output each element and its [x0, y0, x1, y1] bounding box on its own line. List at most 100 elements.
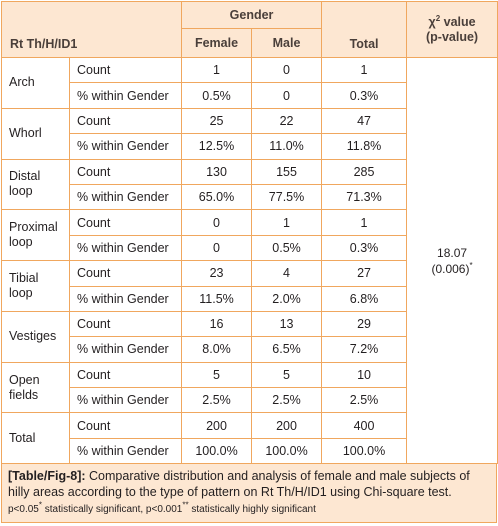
group-label: Open fields — [1, 361, 70, 414]
group-label-line: Total — [9, 430, 36, 445]
table-cell: 5 — [251, 361, 323, 389]
stat-label-pct: % within Gender — [68, 437, 183, 465]
table-cell: 8.0% — [181, 336, 253, 363]
table-cell: 47 — [321, 107, 408, 135]
table-row: % within Gender 12.5% 11.0% 11.8% — [2, 133, 498, 160]
group-label: Proximal loop — [1, 209, 70, 262]
table-cell: 16 — [181, 310, 253, 338]
chi-p-header: (p-value) — [425, 29, 479, 44]
table-cell: 10 — [321, 361, 408, 389]
table-row: Distal loop Count 130 155 285 — [1, 158, 498, 211]
table-cell: 11.0% — [251, 133, 323, 160]
table-cell: 2.5% — [321, 387, 408, 414]
table-cell: 100.0% — [251, 437, 323, 465]
stat-label-pct: % within Gender — [68, 82, 183, 109]
group-label-line: Whorl — [9, 126, 42, 141]
group-label-line: loop — [9, 184, 33, 199]
group-label: Total — [1, 412, 70, 465]
table-row: Total Count 200 200 400 — [1, 412, 498, 465]
group-label-line: Vestiges — [9, 329, 57, 344]
chi-value-word: value — [440, 14, 476, 29]
table-cell: 11.5% — [181, 285, 253, 312]
group-label-line: Arch — [9, 75, 35, 90]
group-label-line: Proximal — [9, 220, 58, 235]
stat-label-pct: % within Gender — [68, 285, 183, 312]
table-cell: 200 — [181, 412, 253, 439]
stat-label-pct: % within Gender — [68, 234, 183, 262]
chi-header: χ2 value (p-value) — [406, 1, 498, 58]
table-cell: 2.0% — [251, 285, 323, 312]
table-cell: 6.8% — [321, 285, 408, 312]
caption-label: [Table/Fig-8]: — [8, 469, 86, 484]
table-cell: 1 — [181, 56, 253, 84]
table-cell: 0 — [181, 209, 253, 236]
table-cell: 400 — [321, 412, 408, 439]
group-label-line: Open — [9, 372, 40, 387]
table-cell: 71.3% — [321, 183, 408, 211]
table-cell: 0.5% — [181, 82, 253, 109]
table-caption: [Table/Fig-8]: Comparative distribution … — [1, 464, 497, 524]
stat-label-count: Count — [68, 412, 183, 439]
stat-label-count: Count — [68, 310, 183, 338]
stat-label-count: Count — [68, 56, 183, 84]
chi-square-value: 18.07 — [437, 245, 468, 260]
table-cell: 65.0% — [181, 183, 253, 211]
table-cell: 130 — [181, 158, 253, 185]
table-cell: 12.5% — [181, 133, 253, 160]
stat-label-count: Count — [68, 361, 183, 389]
table-row: % within Gender 8.0% 6.5% 7.2% — [2, 336, 498, 363]
group-label: Vestiges — [1, 310, 70, 363]
table-cell: 0 — [251, 82, 323, 109]
table-cell: 100.0% — [321, 437, 408, 465]
table-cell: 13 — [251, 310, 323, 338]
table-cell: 1 — [251, 209, 323, 236]
group-label: Arch — [1, 57, 70, 109]
table-row: % within Gender 11.5% 2.0% 6.8% — [2, 285, 498, 312]
group-label-line: fields — [9, 387, 39, 402]
table-row: % within Gender 2.5% 2.5% 2.5% — [2, 387, 498, 414]
significance-mark: * — [469, 260, 473, 270]
table-cell: 155 — [251, 158, 323, 185]
group-label-line: Tibial — [9, 271, 39, 286]
table-row: Whorl Count 25 22 47 — [1, 107, 498, 160]
total-header: Total — [321, 1, 408, 58]
group-label-line: loop — [9, 286, 33, 301]
stat-label-count: Count — [68, 107, 183, 135]
p-value: (0.006) — [431, 261, 470, 276]
table-cell: 29 — [321, 310, 408, 338]
table-row: % within Gender 65.0% 77.5% 71.3% — [2, 183, 498, 211]
table-cell: 2.5% — [181, 387, 253, 414]
table-cell: 285 — [321, 158, 408, 185]
caption-text: Comparative distribution and analysis of… — [8, 469, 470, 500]
table-row: Proximal loop Count 0 1 1 — [1, 209, 498, 262]
table-cell: 7.2% — [321, 336, 408, 363]
stat-label-count: Count — [68, 209, 183, 236]
chi-symbol: χ — [428, 14, 436, 29]
group-label-line: loop — [9, 235, 33, 250]
table-cell: 5 — [181, 361, 253, 389]
table-cell: 0 — [181, 234, 253, 262]
stat-label-pct: % within Gender — [68, 387, 183, 414]
table-cell: 4 — [251, 260, 323, 287]
table-cell: 2.5% — [251, 387, 323, 414]
table-cell: 100.0% — [181, 437, 253, 465]
table-cell: 27 — [321, 260, 408, 287]
table-cell: 0.5% — [251, 234, 323, 262]
group-label-line: Distal — [9, 169, 41, 184]
stat-label-count: Count — [68, 260, 183, 287]
chi-square-result: 18.07 (0.006)* — [406, 56, 498, 465]
group-label: Whorl — [1, 107, 70, 160]
stat-label-pct: % within Gender — [68, 133, 183, 160]
table-body: Arch Count 1 0 1 18.07 (0.006)*% within Gender… — [1, 56, 498, 465]
table-row: Arch Count 1 0 1 18.07 (0.006)* — [1, 56, 498, 465]
table-cell: 11.8% — [321, 133, 408, 160]
gender-header: Gender — [181, 1, 323, 29]
stat-label-pct: % within Gender — [68, 336, 183, 363]
row-header: Rt Th/H/ID1 — [0, 1, 183, 58]
data-table: Rt Th/H/ID1 Gender Total χ2 value (p-val… — [0, 1, 498, 465]
table-cell: 1 — [321, 209, 408, 236]
male-header: Male — [251, 28, 323, 58]
table-cell: 0.3% — [321, 82, 408, 109]
female-header: Female — [181, 28, 253, 58]
